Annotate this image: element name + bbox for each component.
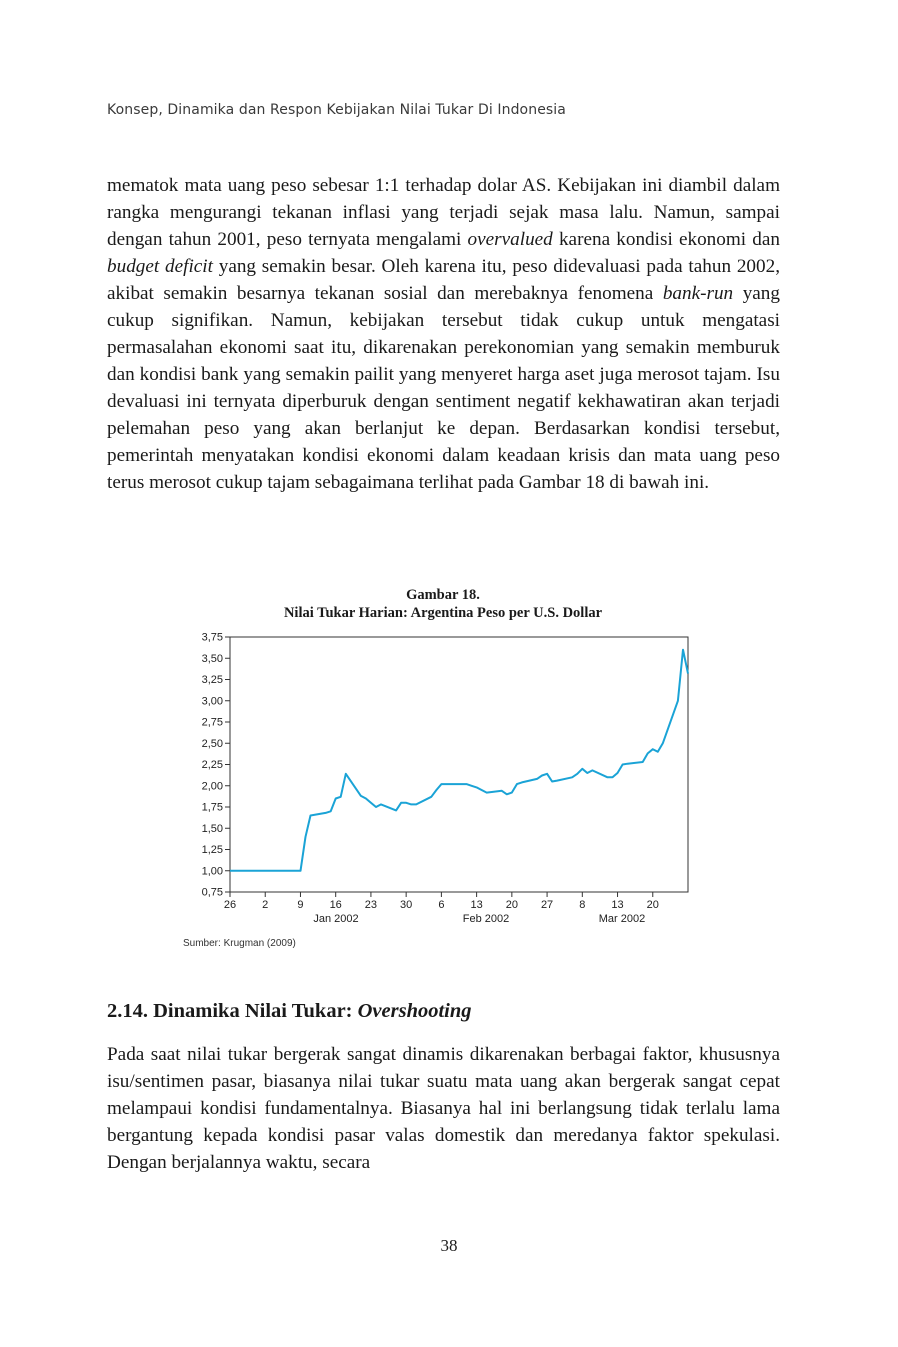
- y-tick-label: 2,50: [202, 738, 223, 750]
- x-tick-label: 13: [470, 899, 482, 911]
- italic-term-overvalued: overvalued: [467, 229, 553, 250]
- running-header: Konsep, Dinamika dan Respon Kebijakan Ni…: [107, 102, 566, 118]
- y-tick-label: 1,50: [202, 823, 223, 835]
- italic-term-bank-run: bank-run: [662, 283, 734, 304]
- x-month-label: Feb 2002: [463, 913, 509, 925]
- x-month-label: Jan 2002: [313, 913, 358, 925]
- section-heading-italic: Overshooting: [357, 1000, 472, 1022]
- x-month-label: Mar 2002: [599, 913, 645, 925]
- plot-frame: [229, 636, 689, 893]
- section-heading: 2.14. Dinamika Nilai Tukar: Overshooting: [107, 1000, 472, 1023]
- y-tick-label: 2,00: [202, 780, 223, 792]
- x-tick-label: 30: [400, 899, 412, 911]
- exchange-rate-chart: 0,75 1,00 1,25 1,50 1,75 2,00 2,25 2,50 2,75 3,00…: [202, 632, 689, 925]
- x-tick-label: 20: [647, 899, 659, 911]
- paragraph-text: yang semakin besar. Oleh karena itu, pes…: [107, 256, 780, 304]
- figure-source: Sumber: Krugman (2009): [183, 938, 296, 949]
- body-paragraph-2: Pada saat nilai tukar bergerak sangat di…: [107, 1044, 780, 1173]
- x-tick-label: 9: [297, 899, 303, 911]
- x-tick-label: 16: [330, 899, 342, 911]
- y-tick-label: 0,75: [202, 887, 223, 899]
- x-tick-label: 13: [611, 899, 623, 911]
- x-tick-label: 2: [262, 899, 268, 911]
- paragraph-text: yang cukup signifikan. Namun, kebijakan …: [107, 283, 780, 493]
- x-tick-label: 8: [579, 899, 585, 911]
- body-paragraph-1: mematok mata uang peso sebesar 1:1 terha…: [107, 172, 780, 496]
- chart-title: Nilai Tukar Harian: Argentina Peso per U…: [283, 605, 603, 621]
- y-tick-label: 2,75: [202, 717, 223, 729]
- x-tick-label: 26: [224, 899, 236, 911]
- x-tick-label: 20: [506, 899, 518, 911]
- y-tick-label: 3,50: [202, 653, 223, 665]
- paragraph-text: mematok mata uang peso sebesar 1:1 terha…: [107, 175, 780, 250]
- y-tick-label: 3,75: [202, 632, 223, 644]
- y-tick-label: 1,00: [202, 865, 223, 877]
- page-number: 38: [440, 1236, 458, 1255]
- italic-term-budget-deficit: budget deficit: [107, 256, 213, 277]
- exchange-rate-line: [230, 648, 689, 872]
- x-tick-label: 6: [438, 899, 444, 911]
- y-tick-label: 3,25: [202, 674, 223, 686]
- x-tick-label: 27: [541, 899, 553, 911]
- y-tick-label: 1,75: [202, 802, 223, 814]
- y-tick-label: 3,00: [202, 695, 223, 707]
- y-tick-label: 2,25: [202, 759, 223, 771]
- figure-label: Gambar 18.: [406, 587, 480, 603]
- paragraph-text: karena kondisi ekonomi dan: [552, 229, 780, 250]
- y-tick-label: 1,25: [202, 844, 223, 856]
- x-tick-label: 23: [365, 899, 377, 911]
- section-heading-text: 2.14. Dinamika Nilai Tukar:: [107, 1000, 358, 1022]
- figure-18: Gambar 18. Nilai Tukar Harian: Argentina…: [150, 584, 750, 964]
